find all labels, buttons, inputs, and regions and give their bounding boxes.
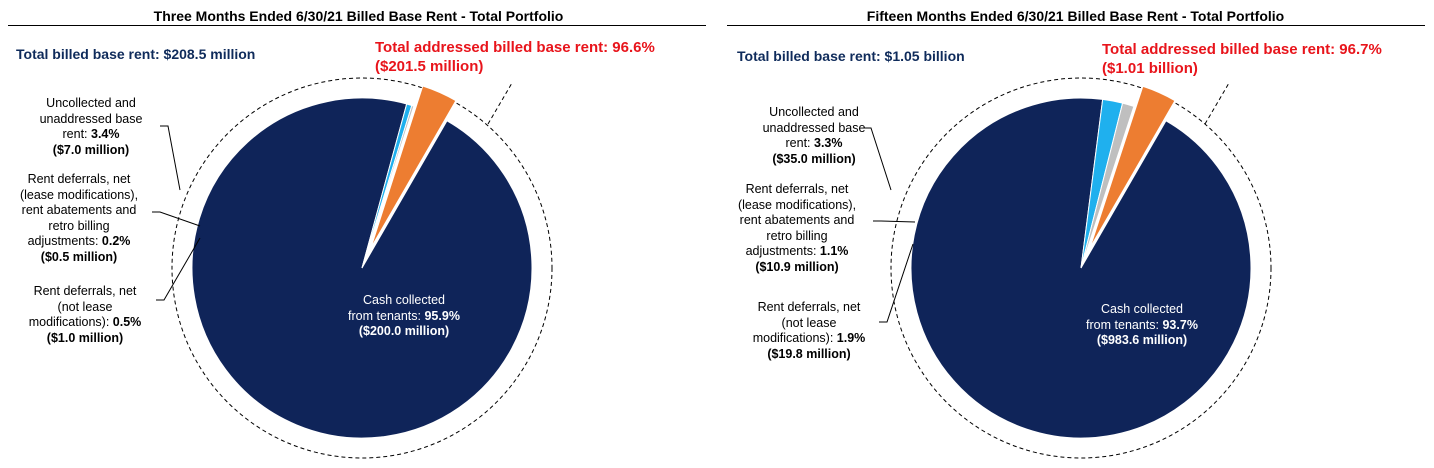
label-line: unaddressed base [39, 111, 143, 126]
slice-deferrals-lease-mod [1080, 102, 1135, 269]
slice-uncollected [370, 85, 457, 249]
chart-title: Three Months Ended 6/30/21 Billed Base R… [153, 8, 564, 24]
leader-line [863, 127, 892, 191]
label-text: rent: [62, 127, 91, 141]
label-line: retro billing [766, 228, 828, 243]
label-amount: ($35.0 million) [772, 151, 856, 166]
label-uncollected: Uncollected and unaddressed base rent: 3… [739, 105, 889, 167]
label-line: Rent deferrals, net [757, 300, 861, 314]
label-line: (lease modifications), [19, 187, 139, 202]
label-line: from tenants: 93.7% [1067, 318, 1217, 334]
label-text: adjustments: [27, 234, 102, 248]
leader-line [873, 220, 916, 223]
addressed-pointer-line [487, 82, 513, 125]
label-percent: 1.9% [836, 331, 866, 345]
pie-chart-three-months [152, 77, 553, 459]
total-addressed-line1: Total addressed billed base rent: 96.6% [375, 39, 655, 56]
label-line: modifications): 0.5% [14, 315, 156, 331]
label-percent: 95.9% [424, 308, 460, 323]
leader-line [160, 125, 181, 191]
label-percent: 0.5% [112, 315, 142, 329]
label-deferrals-not-lease-mod: Rent deferrals, net (not lease modificat… [14, 284, 156, 346]
label-deferrals-not-lease-mod: Rent deferrals, net (not lease modificat… [739, 300, 879, 362]
label-cash-collected: Cash collected from tenants: 95.9% ($200… [334, 293, 474, 340]
label-line: (lease modifications), [737, 197, 857, 212]
total-billed-label: Total billed base rent: $1.05 billion [737, 48, 965, 64]
addressed-pointer-line [1204, 82, 1230, 125]
label-percent: 3.4% [91, 127, 120, 141]
label-amount: ($19.8 million) [767, 346, 851, 361]
chart-panel-three-months: Three Months Ended 6/30/21 Billed Base R… [6, 8, 706, 459]
label-line: modifications): 1.9% [739, 331, 879, 347]
total-addressed-label: Total addressed billed base rent: 96.6% … [375, 38, 655, 76]
label-line: adjustments: 1.1% [721, 244, 873, 260]
addressed-ring [171, 77, 553, 459]
title-rule [8, 25, 706, 26]
label-uncollected: Uncollected and unaddressed base rent: 3… [20, 96, 162, 158]
label-percent: 93.7% [1162, 317, 1198, 332]
title-rule [727, 25, 1425, 26]
total-addressed-line1: Total addressed billed base rent: 96.7% [1102, 41, 1382, 58]
label-amount: ($0.5 million) [40, 249, 118, 264]
label-percent: 3.3% [814, 136, 843, 150]
label-amount: ($200.0 million) [358, 324, 450, 338]
label-line: rent abatements and [739, 213, 855, 227]
label-deferrals-lease-mod: Rent deferrals, net (lease modifications… [6, 172, 152, 265]
label-amount: ($1.0 million) [46, 330, 124, 345]
total-addressed-line2: ($201.5 million) [375, 58, 484, 75]
label-amount: ($10.9 million) [755, 259, 839, 274]
label-line: Uncollected and [769, 105, 859, 119]
label-line: adjustments: 0.2% [6, 234, 152, 250]
label-text: modifications): [752, 331, 837, 345]
leader-line [152, 211, 201, 227]
label-text: from tenants: [1086, 317, 1163, 332]
label-line: retro billing [48, 218, 110, 233]
slice-deferrals-lease-mod [361, 104, 415, 269]
addressed-ring [890, 77, 1272, 459]
label-line: rent: 3.4% [20, 127, 162, 143]
label-line: Cash collected [1101, 302, 1183, 316]
label-text: from tenants: [348, 308, 425, 323]
label-text: adjustments: [745, 244, 820, 258]
label-line: Rent deferrals, net [745, 182, 849, 196]
label-amount: ($983.6 million) [1096, 333, 1188, 347]
leader-line [156, 237, 201, 301]
label-line: unaddressed base [762, 120, 866, 135]
label-text: modifications): [28, 315, 113, 329]
slice-uncollected [1089, 85, 1176, 249]
label-line: rent abatements and [21, 203, 137, 217]
chart-title: Fifteen Months Ended 6/30/21 Billed Base… [866, 8, 1285, 24]
label-line: rent: 3.3% [739, 136, 889, 152]
label-line: Cash collected [363, 293, 445, 307]
total-addressed-label: Total addressed billed base rent: 96.7% … [1102, 40, 1382, 78]
label-percent: 1.1% [819, 244, 849, 258]
label-deferrals-lease-mod: Rent deferrals, net (lease modifications… [721, 182, 873, 275]
total-addressed-line2: ($1.01 billion) [1102, 60, 1198, 77]
label-line: Uncollected and [46, 96, 136, 110]
label-cash-collected: Cash collected from tenants: 93.7% ($983… [1067, 302, 1217, 349]
leader-line [879, 243, 914, 323]
pie-chart-fifteen-months [863, 77, 1272, 459]
total-billed-label: Total billed base rent: $208.5 million [16, 46, 256, 62]
label-text: rent: [785, 136, 814, 150]
label-line: (not lease [781, 315, 837, 330]
label-percent: 0.2% [101, 234, 131, 248]
label-amount: ($7.0 million) [52, 142, 130, 157]
label-line: Rent deferrals, net [27, 172, 131, 186]
label-line: from tenants: 95.9% [334, 309, 474, 325]
label-line: Rent deferrals, net [33, 284, 137, 298]
chart-panel-fifteen-months: Fifteen Months Ended 6/30/21 Billed Base… [717, 0, 1434, 468]
label-line: (not lease [57, 299, 113, 314]
